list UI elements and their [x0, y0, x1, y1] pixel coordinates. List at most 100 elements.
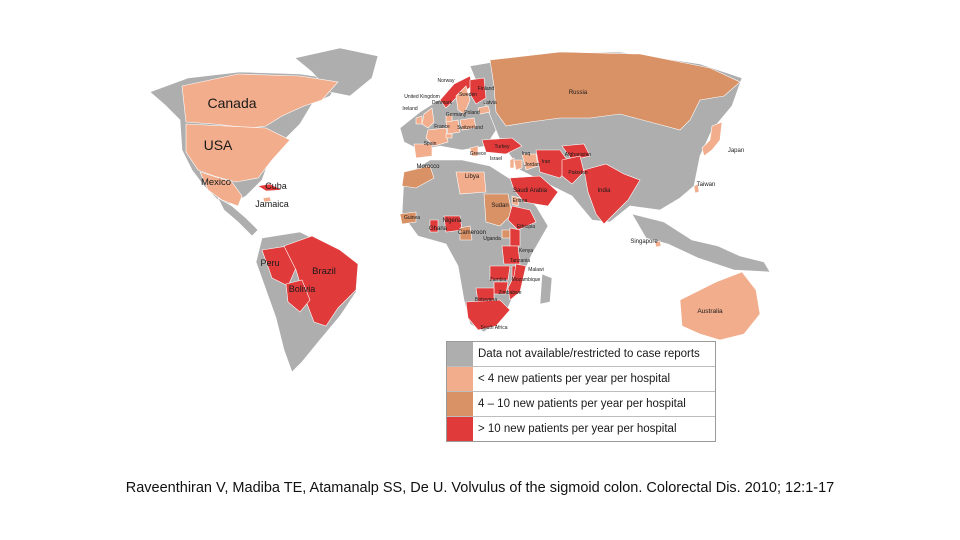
country-canada	[181, 73, 339, 129]
country-zambia	[489, 265, 511, 281]
country-afghanistan	[561, 143, 591, 161]
country-switzerland	[445, 133, 453, 139]
country-cameroon	[459, 225, 473, 241]
country-label-south-africa: South Africa	[481, 325, 508, 331]
country-sweden	[455, 85, 471, 115]
legend-row-mid: 4 – 10 new patients per year per hospita…	[447, 391, 715, 416]
country-spain	[413, 143, 433, 159]
country-label-iraq: Iraq	[522, 151, 531, 157]
legend-swatch-low	[447, 367, 473, 391]
country-label-united-kingdom: United Kingdom	[404, 94, 440, 100]
map-legend: Data not available/restricted to case re…	[446, 341, 716, 442]
country-label-latvia: Latvia	[483, 100, 497, 106]
legend-label-no-data: Data not available/restricted to case re…	[478, 348, 700, 360]
country-bolivia	[285, 279, 311, 313]
country-label-taiwan: Taiwan	[697, 182, 716, 188]
country-poland	[459, 117, 477, 131]
country-label-iran: Iran	[542, 159, 551, 165]
country-label-pakistan: Pakistan	[568, 170, 587, 176]
country-label-peru: Peru	[260, 258, 279, 268]
country-russia	[489, 51, 741, 131]
country-label-spain: Spain	[424, 141, 437, 147]
country-australia	[679, 271, 761, 341]
country-label-morocco: Morocco	[416, 164, 440, 170]
country-label-germany: Germany	[446, 112, 467, 118]
country-label-eritrea: Eritrea	[513, 198, 528, 204]
country-label-singapore: Singapore	[630, 239, 658, 245]
country-ethiopia	[507, 205, 537, 231]
country-sudan	[483, 193, 513, 227]
country-label-ghana: Ghana	[429, 226, 448, 232]
country-label-tanzania: Tanzania	[510, 258, 530, 264]
country-singapore	[654, 240, 662, 248]
country-south-africa	[465, 299, 511, 331]
country-pakistan	[561, 155, 585, 185]
country-label-jamaica: Jamaica	[255, 199, 289, 209]
country-label-ireland: Ireland	[402, 106, 418, 112]
country-label-afghanistan: Afghanistan	[565, 152, 592, 158]
country-label-norway: Norway	[438, 78, 455, 84]
country-label-jordan: Jordan	[524, 162, 540, 168]
country-saudi-arabia	[509, 175, 559, 207]
country-mexico	[199, 171, 243, 207]
country-label-japan: Japan	[728, 148, 744, 154]
country-label-nigeria: Nigeria	[442, 218, 462, 224]
landmass-greenland	[294, 47, 379, 97]
country-label-israel: Israel	[490, 156, 502, 162]
country-ghana	[429, 219, 439, 233]
country-label-saudi-arabia: Saudi Arabia	[513, 188, 548, 194]
country-label-botswana: Botswana	[475, 297, 497, 303]
country-usa	[185, 123, 291, 183]
country-label-uganda: Uganda	[483, 236, 501, 242]
country-libya	[455, 171, 487, 195]
country-label-mozambique: Mozambique	[512, 277, 541, 283]
citation: Raveenthiran V, Madiba TE, Atamanalp SS,…	[125, 480, 835, 496]
country-taiwan	[693, 183, 700, 194]
legend-label-mid: 4 – 10 new patients per year per hospita…	[478, 398, 686, 410]
country-label-india: India	[597, 188, 611, 194]
landmass-madagascar	[539, 273, 553, 305]
country-united-kingdom	[421, 107, 435, 129]
country-greece	[469, 145, 479, 157]
country-label-turkey: Turkey	[494, 144, 510, 150]
country-latvia	[477, 105, 491, 115]
country-label-usa: USA	[204, 137, 233, 153]
country-france	[425, 127, 449, 147]
country-label-russia: Russia	[569, 90, 588, 96]
country-label-france: France	[434, 124, 450, 130]
country-iraq	[521, 153, 539, 171]
country-label-malawi: Malawi	[528, 267, 544, 273]
landmass-central-america	[217, 197, 259, 237]
country-finland	[469, 77, 487, 105]
country-tanzania	[501, 245, 521, 265]
country-label-libya: Libya	[465, 174, 480, 180]
country-label-kenya: Kenya	[519, 248, 533, 254]
country-guinea	[399, 211, 417, 225]
country-uganda	[501, 229, 511, 239]
country-jordan	[513, 159, 523, 171]
country-label-bolivia: Bolivia	[289, 284, 316, 294]
country-label-mexico: Mexico	[201, 177, 231, 188]
country-morocco	[401, 165, 435, 189]
country-cuba	[257, 183, 284, 192]
legend-row-no-data: Data not available/restricted to case re…	[447, 342, 715, 366]
country-layer	[181, 51, 761, 341]
country-turkey	[481, 137, 523, 155]
country-india	[583, 163, 641, 225]
country-japan	[701, 121, 723, 157]
landmass-southeast-asia	[631, 213, 771, 273]
legend-label-low: < 4 new patients per year per hospital	[478, 373, 671, 385]
legend-label-high: > 10 new patients per year per hospital	[478, 423, 677, 435]
country-ireland	[415, 115, 423, 125]
country-label-ethiopia: Ethiopia	[517, 224, 535, 230]
country-label-poland: Poland	[464, 110, 480, 116]
country-label-sudan: Sudan	[491, 203, 508, 209]
country-label-denmark: Denmark	[432, 100, 453, 106]
country-label-brazil: Brazil	[312, 266, 336, 277]
country-label-layer: Canada USA Mexico Cuba Jamaica Peru Brazil Boli…	[201, 78, 744, 331]
country-mozambique	[507, 263, 527, 301]
legend-swatch-mid	[447, 392, 473, 416]
legend-row-low: < 4 new patients per year per hospital	[447, 366, 715, 391]
country-label-sweden: Sweden	[459, 92, 477, 98]
